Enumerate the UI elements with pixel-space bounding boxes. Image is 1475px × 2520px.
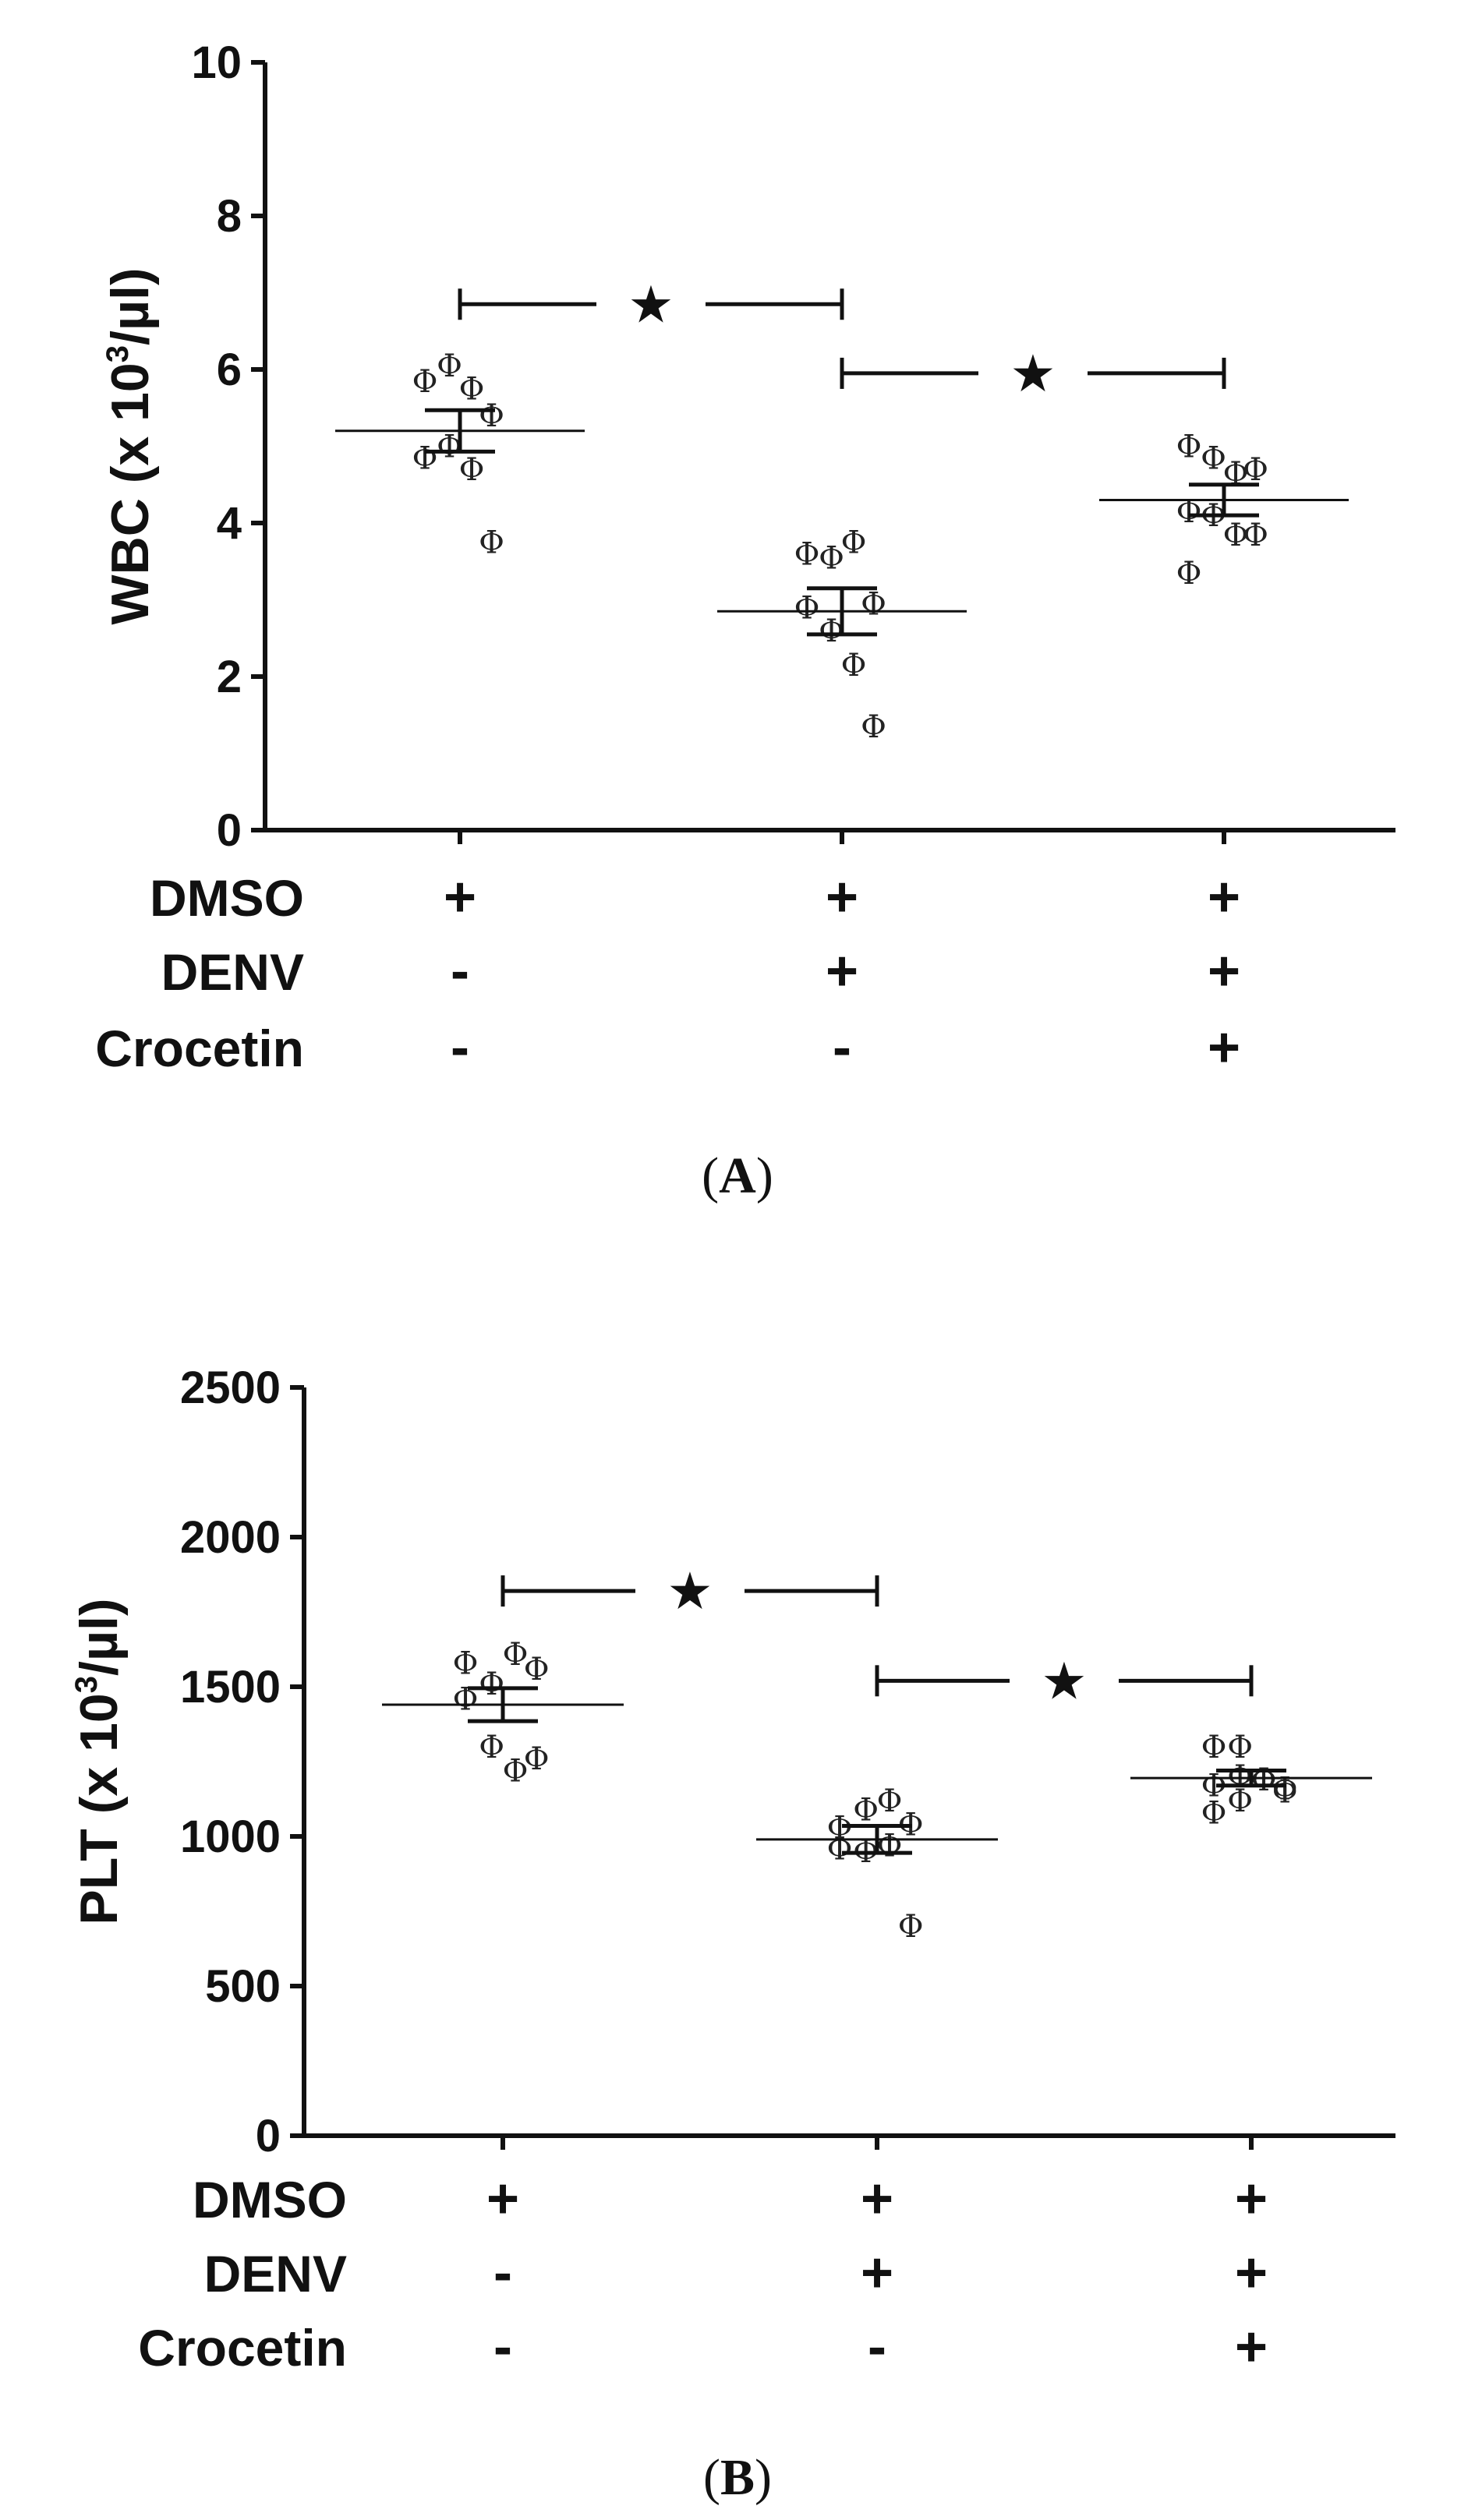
panel-a-data-point: Φ [479,525,504,561]
panel-b-treatment-sign: - [868,2316,886,2378]
panel-b-data-point: Φ [503,1754,529,1790]
panel-a-data-point: Φ [861,709,886,745]
panel-b-treatment-sign: + [1235,2242,1268,2304]
panel-a-y-tick-label: 2 [217,652,242,702]
panel-b-treatment-sign: + [1235,2168,1268,2230]
panel-b-y-tick-label: 1500 [180,1662,281,1712]
panel-b-treatment-row-label: DMSO [193,2171,347,2228]
panel-a-data-point: Φ [1243,452,1268,488]
panel-b-data-point: Φ [827,1831,853,1867]
panel-b-data-point: Φ [1251,1762,1277,1798]
panel-b-data-point: Φ [877,1829,903,1864]
panel-a-treatment-sign: + [444,866,476,928]
panel-a-data-point: Φ [437,348,462,384]
panel-a-treatment-sign: - [833,1016,851,1079]
panel-b-data-point: Φ [1272,1772,1298,1808]
panel-a-y-tick-label: 8 [217,191,242,242]
panel-b-treatment-sign: + [861,2168,893,2230]
panel-a-data-point: Φ [459,452,485,488]
panel-a-treatment-sign: + [1208,1016,1240,1079]
panel-b-y-tick-label: 1000 [180,1811,281,1862]
panel-b-y-axis-label: PLT (x 103/µl) [69,1598,129,1924]
panel-a-treatment-sign: + [826,866,858,928]
panel-b-treatment-sign: - [493,2316,512,2378]
panel-b-y-tick-label: 0 [256,2111,281,2161]
panel-a-treatment-row-label: DMSO [150,869,304,927]
panel-b-treatment-row-label: Crocetin [138,2319,347,2377]
panel-a-data-point: Φ [412,364,438,400]
panel-a-data-point: Φ [1176,429,1202,465]
panel-b-data-point: Φ [479,1666,504,1702]
panel-b-data-point: Φ [453,1645,479,1681]
panel-a-data-point: Φ [412,440,438,476]
panel-b-data-point: Φ [1201,1795,1227,1831]
panel-a-significance-star: ★ [628,274,674,334]
panel-b-data-point: Φ [524,1652,550,1688]
panel-a-y-tick-label: 0 [217,805,242,856]
panel-a-data-point: Φ [1243,518,1268,553]
panel-b-panel-label: (B) [703,2449,772,2506]
panel-b-treatment-sign: - [493,2242,512,2304]
panel-b-treatment-sign: + [486,2168,519,2230]
panel-a-data-point: Φ [794,536,820,572]
panel-a-data-point: Φ [819,613,844,649]
panel-a-data-point: Φ [794,590,820,626]
panel-a-data-point: Φ [479,398,504,434]
panel-a-treatment-sign: + [1208,866,1240,928]
panel-a-data-point: Φ [459,372,485,408]
panel-b-data-point: Φ [1227,1783,1253,1819]
panel-b-data-point: Φ [1251,1762,1277,1798]
panel-b-y-tick-label: 500 [205,1961,281,2012]
panel-a-data-point: Φ [1176,556,1202,592]
panel-a-y-tick-label: 10 [191,37,242,88]
panel-b-data-point: Φ [1272,1774,1298,1810]
panel-a-data-point: Φ [841,525,867,561]
panel-b-y-tick-label: 2500 [180,1362,281,1413]
panel-b-data-point: Φ [1201,1730,1227,1765]
panel-b-y-tick-label: 2000 [180,1512,281,1563]
panel-a-y-tick-label: 4 [217,498,242,549]
panel-a-data-point: Φ [1201,440,1226,476]
panel-b-treatment-sign: + [1235,2316,1268,2378]
panel-b-data-point: Φ [898,1909,924,1945]
panel-a-significance-star: ★ [1010,344,1056,404]
panel-b-treatment-row-label: DENV [204,2245,347,2303]
panel-b-significance-star: ★ [667,1561,713,1621]
panel-a-treatment-sign: + [1208,940,1240,1002]
panel-a-data-point: Φ [819,540,844,576]
panel-b-data-point: Φ [524,1741,550,1777]
panel-a-treatment-sign: - [451,1016,469,1079]
panel-a-data-point: Φ [437,429,462,465]
panel-a-y-tick-label: 6 [217,345,242,395]
panel-a-treatment-row-label: Crocetin [95,1020,304,1077]
panel-b-data-point: Φ [1227,1730,1253,1765]
panel-b-data-point: Φ [503,1637,529,1673]
panel-b-data-point: Φ [877,1783,903,1819]
panel-a-y-axis-label: WBC (x 103/µl) [101,267,160,624]
panel-a-treatment-sign: - [451,940,469,1002]
panel-a-data-point: Φ [861,586,886,622]
panel-b-data-point: Φ [479,1730,504,1765]
panel-b-treatment-sign: + [861,2242,893,2304]
panel-a-data-point: Φ [1223,518,1249,553]
panel-a-treatment-sign: + [826,940,858,1002]
panel-b-data-point: Φ [853,1792,879,1828]
panel-b-significance-star: ★ [1041,1651,1087,1711]
panel-a-treatment-row-label: DENV [161,943,304,1001]
panel-a-data-point: Φ [841,648,867,684]
panel-a-panel-label: (A) [702,1147,773,1204]
